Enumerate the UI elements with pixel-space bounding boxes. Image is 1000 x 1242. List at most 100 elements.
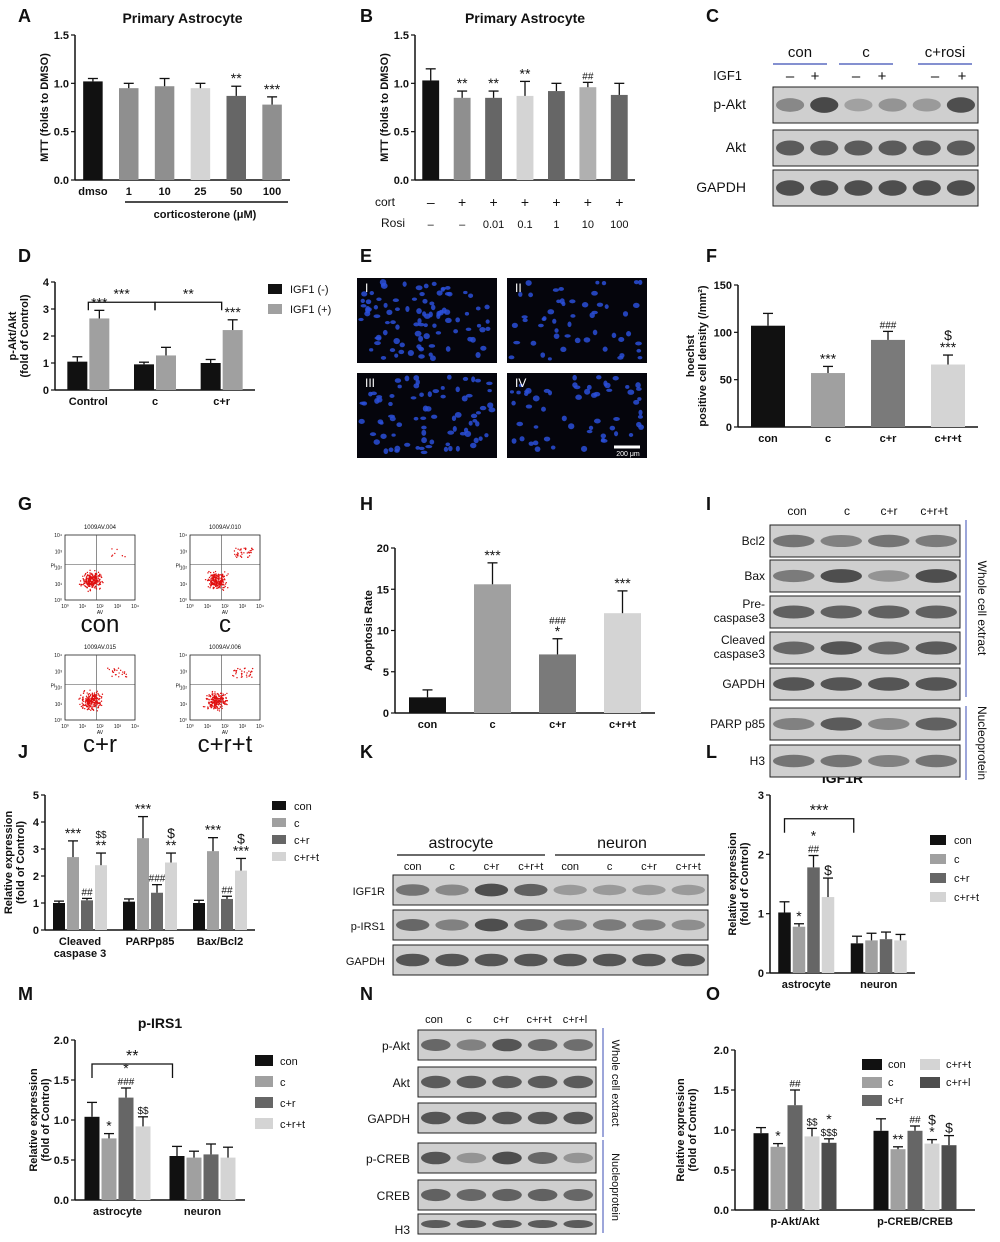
- nucleus-dot: [513, 340, 521, 345]
- blot-column-label: c: [607, 861, 613, 873]
- legend-label: c: [294, 818, 300, 830]
- nucleus-dot: [436, 312, 441, 320]
- scatter-point: [206, 579, 209, 582]
- significance-label: $$: [806, 1117, 818, 1128]
- blot-band: [878, 180, 907, 196]
- blot-row-label: CREB: [377, 1189, 410, 1203]
- blot-band: [563, 1075, 593, 1089]
- scatter-point: [250, 551, 252, 554]
- y-tick-label: 0.0: [394, 175, 409, 187]
- legend-swatch: [930, 873, 946, 883]
- scatter-point: [208, 698, 210, 701]
- scatter-point: [83, 691, 85, 693]
- nucleus-dot: [358, 317, 364, 322]
- bar: [222, 330, 243, 390]
- blot-band: [474, 918, 509, 932]
- blot-row-label: Cleaved: [721, 633, 765, 647]
- nucleus-dot: [429, 301, 435, 306]
- scatter-point: [237, 548, 239, 550]
- nucleus-dot: [567, 321, 572, 328]
- bar: [123, 901, 135, 930]
- nucleus-dot: [547, 309, 555, 315]
- igf-sign: –: [931, 68, 940, 85]
- y-axis-label: Relative expression: [675, 1078, 687, 1182]
- blot-group-label: c+rosi: [925, 44, 965, 61]
- scatter-point: [223, 578, 226, 580]
- nucleus-dot: [570, 314, 576, 318]
- blot-band: [915, 569, 957, 583]
- scatter-point: [218, 702, 221, 705]
- blot-strip: [772, 169, 979, 207]
- nucleus-dot: [603, 380, 608, 387]
- scatter-point: [218, 710, 221, 712]
- scatter-point: [118, 672, 120, 674]
- y-axis-label: (fold of Control): [687, 1088, 699, 1171]
- x-tick-label: dmso: [78, 186, 108, 198]
- scatter-point: [221, 707, 223, 710]
- scatter-point: [94, 705, 96, 708]
- panel-label-H: H: [360, 494, 373, 514]
- blot-band: [474, 953, 509, 967]
- igf-sign: +: [811, 68, 820, 85]
- blot-column-label: c: [466, 1014, 472, 1026]
- y-tick-label: 4: [43, 277, 50, 289]
- scatter-point: [248, 555, 251, 557]
- bar: [101, 1138, 117, 1200]
- scatter-point: [220, 701, 222, 703]
- y-tick-label: 10³: [180, 549, 188, 555]
- y-tick-label: 2.0: [714, 1045, 729, 1057]
- blot-band: [527, 1039, 558, 1051]
- nucleus-dot: [583, 337, 591, 343]
- blot-band: [820, 534, 862, 548]
- scatter-point: [113, 669, 116, 672]
- scatter-point: [81, 699, 84, 702]
- scatter-point: [97, 575, 99, 577]
- scatter-point: [91, 695, 93, 698]
- nucleus-dot: [393, 337, 400, 345]
- nucleus-dot: [602, 346, 608, 352]
- nucleus-dot: [575, 394, 582, 400]
- legend-label: c+r+t: [280, 1119, 305, 1131]
- blot-row-label: PARP p85: [710, 717, 765, 731]
- nucleus-dot: [568, 423, 575, 430]
- scatter-point: [98, 583, 100, 586]
- y-axis-label: (fold of Control): [19, 294, 31, 377]
- sample-id: 1009AV.015: [84, 645, 117, 651]
- scatter-point: [213, 700, 216, 702]
- nucleus-dot: [373, 439, 380, 445]
- scatter-point: [210, 579, 212, 581]
- bar: [200, 363, 221, 390]
- bar: [879, 939, 893, 973]
- nucleus-dot: [425, 445, 433, 449]
- side-label: Nucleoprotein: [609, 1153, 621, 1221]
- nucleus-dot: [432, 323, 437, 328]
- nucleus-dot: [455, 386, 460, 393]
- scatter-point: [213, 701, 216, 703]
- significance-label: *: [826, 1111, 832, 1127]
- scatter-point: [91, 581, 94, 583]
- nucleus-dot: [516, 421, 524, 427]
- scatter-point: [93, 703, 95, 705]
- bar: [422, 80, 440, 180]
- scatter-point: [87, 693, 90, 696]
- nucleus-dot: [358, 418, 365, 425]
- x-tick-label: 10⁰: [186, 724, 194, 730]
- bar: [821, 1142, 837, 1210]
- nucleus-dot: [369, 348, 374, 352]
- scatter-point: [111, 675, 113, 678]
- scatter-point: [84, 581, 86, 583]
- nucleus-dot: [552, 318, 557, 324]
- nucleus-dot: [384, 321, 390, 325]
- x-tick-label: 10⁴: [131, 604, 139, 610]
- significance-label: ##: [221, 885, 233, 896]
- nucleus-dot: [479, 327, 486, 333]
- nucleus-dot: [421, 437, 427, 444]
- scatter-point: [89, 694, 92, 697]
- igf-sign: –: [786, 68, 795, 85]
- scatter-point: [95, 693, 97, 696]
- blot-band: [527, 1111, 558, 1125]
- nucleus-dot: [394, 449, 400, 453]
- legend-label: c+r+t: [946, 1059, 971, 1071]
- scatter-point: [213, 693, 215, 695]
- blot-band: [527, 1188, 558, 1202]
